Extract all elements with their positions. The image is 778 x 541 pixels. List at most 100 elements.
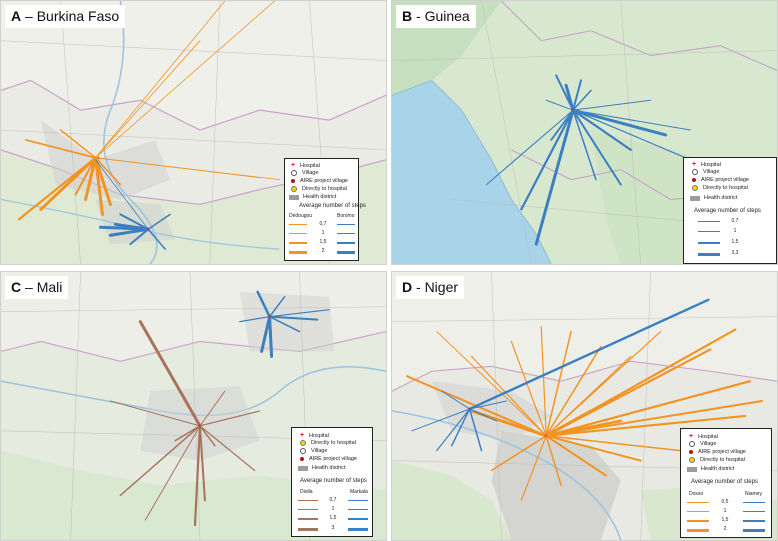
panel-title-c: C – Mali: [5, 276, 69, 299]
village-icon: [291, 170, 297, 176]
village-icon: [300, 448, 306, 454]
legend-line-3a: [298, 518, 318, 520]
legend-line-2a: [687, 511, 709, 512]
legend-value-3: 1,5: [721, 517, 729, 523]
legend-line-2: [698, 231, 720, 232]
legend-avg-steps: Average number of steps: [300, 478, 367, 484]
legend-value-1: 0,5: [721, 499, 729, 505]
legend-line-4a: [687, 529, 709, 532]
legend-value-1: 0,7: [319, 221, 327, 227]
legend-village: Village: [289, 170, 318, 176]
legend-avg-steps: Average number of steps: [299, 203, 366, 209]
legend-value-3: 1,5: [731, 239, 739, 245]
legend-line-1a: [289, 224, 307, 225]
legend-aire: AIRE project village: [687, 449, 746, 455]
panel-burkina-faso: + + A – Burkina Faso + Hospital Village A…: [0, 0, 387, 265]
legend-health-district: Health district: [298, 465, 345, 471]
legend-hospital: + Hospital: [688, 433, 718, 440]
direct-icon: [689, 457, 695, 463]
legend-village: Village: [687, 441, 716, 447]
legend-value-2: 1: [723, 508, 727, 514]
legend-aire: AIRE project village: [690, 177, 749, 183]
aire-village-icon: [291, 179, 295, 183]
legend-line-4b: [743, 529, 765, 532]
legend-line-3: [698, 242, 720, 244]
panel-title-d: D - Niger: [396, 276, 465, 299]
legend-line-1a: [298, 500, 318, 501]
hospital-icon: +: [688, 433, 694, 440]
legend-line-3a: [289, 242, 307, 244]
health-district-icon: [690, 195, 700, 201]
legend-avg-steps: Average number of steps: [694, 208, 761, 214]
svg-text:+: +: [571, 108, 575, 114]
legend-line-2a: [298, 509, 318, 510]
legend-line-2b: [337, 233, 355, 234]
direct-icon: [692, 185, 698, 191]
legend-line-1b: [348, 500, 368, 501]
panel-mali: + + C – Mali + Hospital Directly to hospi…: [0, 271, 387, 541]
legend-b: + Hospital Village AIRE project village D…: [683, 157, 777, 264]
svg-text:+: +: [268, 315, 272, 321]
panel-guinea: + B - Guinea + Hospital Village AIRE proj…: [391, 0, 778, 265]
aire-village-icon: [689, 450, 693, 454]
legend-hospital: + Hospital: [290, 162, 320, 169]
legend-line-4b: [337, 251, 355, 254]
hospital-icon: +: [691, 161, 697, 168]
aire-village-icon: [692, 178, 696, 182]
legend-aire: AIRE project village: [289, 178, 348, 184]
legend-col-2: Boromo: [337, 213, 355, 219]
legend-value-4: 3,3: [731, 250, 739, 256]
legend-health-district: Health district: [690, 195, 737, 201]
svg-text:+: +: [146, 227, 150, 233]
legend-village: Village: [690, 169, 719, 175]
legend-line-3a: [687, 520, 709, 522]
direct-icon: [300, 440, 306, 446]
legend-line-2a: [289, 233, 307, 234]
legend-value-2: 1: [321, 230, 325, 236]
village-icon: [689, 441, 695, 447]
legend-hospital: + Hospital: [299, 432, 329, 439]
legend-line-1b: [743, 502, 765, 503]
legend-line-4a: [289, 251, 307, 254]
legend-value-4: 2: [321, 248, 325, 254]
svg-text:+: +: [544, 434, 548, 440]
legend-value-2: 1: [331, 506, 335, 512]
legend-value-1: 0,7: [731, 218, 739, 224]
health-district-icon: [687, 466, 697, 472]
direct-icon: [291, 186, 297, 192]
legend-value-3: 1,5: [329, 515, 337, 521]
legend-line-3b: [743, 520, 765, 522]
legend-c: + Hospital Directly to hospital Village A…: [291, 427, 373, 537]
legend-health-district: Health district: [289, 194, 336, 200]
legend-col-1: Diolla: [300, 489, 313, 495]
panel-title-b: B - Guinea: [396, 5, 476, 28]
legend-col-2: Markala: [350, 489, 368, 495]
svg-text:+: +: [468, 407, 472, 413]
legend-line-1b: [337, 224, 355, 225]
legend-col-1: Dosso: [689, 491, 704, 497]
legend-a: + Hospital Village AIRE project village D…: [284, 158, 366, 261]
legend-line-4: [698, 253, 720, 256]
legend-line-1a: [687, 502, 709, 503]
health-district-icon: [298, 465, 308, 471]
hospital-icon: +: [299, 432, 305, 439]
legend-value-4: 3: [331, 525, 335, 531]
village-icon: [692, 169, 698, 175]
legend-line-1: [698, 221, 720, 222]
legend-avg-steps: Average number of steps: [691, 479, 758, 485]
legend-line-3b: [337, 242, 355, 244]
hospital-icon: +: [290, 162, 296, 169]
legend-direct: Directly to hospital: [687, 457, 745, 463]
legend-value-4: 2: [723, 526, 727, 532]
svg-text:+: +: [198, 424, 202, 430]
legend-aire: AIRE project village: [298, 456, 357, 462]
legend-line-2b: [743, 511, 765, 512]
panel-niger: + + D - Niger + Hospital Village AIRE pro…: [391, 271, 778, 541]
legend-value-2: 1: [733, 228, 737, 234]
health-district-icon: [289, 194, 299, 200]
legend-value-3: 1,5: [319, 239, 327, 245]
legend-village: Village: [298, 448, 327, 454]
legend-health-district: Health district: [687, 466, 734, 472]
legend-direct: Directly to hospital: [298, 440, 356, 446]
panel-title-a: A – Burkina Faso: [5, 5, 126, 28]
